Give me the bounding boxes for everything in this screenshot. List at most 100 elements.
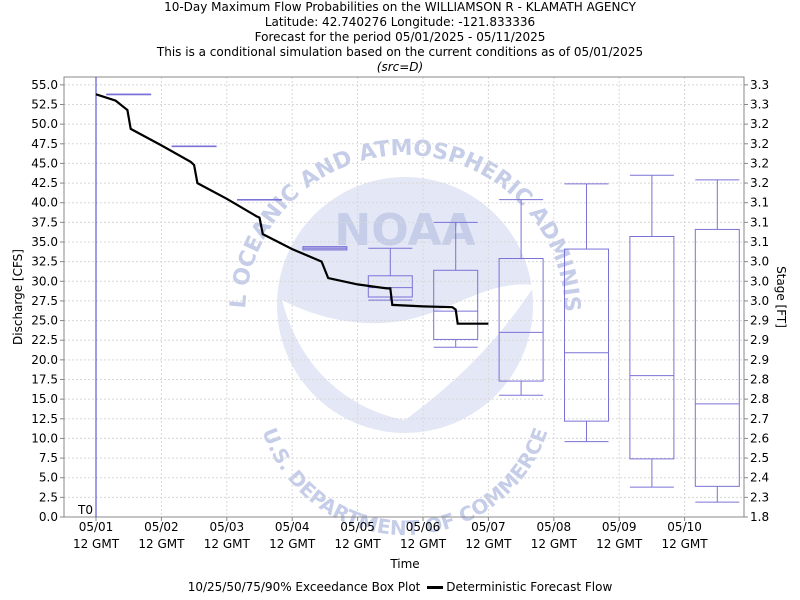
x-tick-time: 12 GMT [531, 537, 578, 551]
y-tick-label: 2.5 [39, 490, 58, 504]
y-tick-label: 37.5 [31, 215, 58, 229]
x-tick-date: 05/04 [275, 520, 310, 534]
x-tick-date: 05/01 [79, 520, 114, 534]
y-tick-label: 55.0 [31, 78, 58, 92]
deterministic-forecast-line [95, 93, 489, 325]
box-plot-day-2 [237, 199, 282, 201]
legend-line-label: Deterministic Forecast Flow [446, 580, 613, 594]
y-tick-label: 45.0 [31, 156, 58, 170]
x-tick-time: 12 GMT [73, 537, 120, 551]
y-tick-label: 40.0 [31, 196, 58, 210]
x-tick-time: 12 GMT [204, 537, 251, 551]
y-tick-label: 5.0 [39, 471, 58, 485]
y-tick-label: 10.0 [31, 431, 58, 445]
y-tick-label: 30.0 [31, 274, 58, 288]
x-tick-date: 05/09 [602, 520, 637, 534]
y2-tick-label: 2.3 [750, 490, 769, 504]
x-tick-time: 12 GMT [335, 537, 382, 551]
y2-tick-label: 3.3 [750, 78, 769, 92]
y-tick-label: 32.5 [31, 255, 58, 269]
y-tick-label: 47.5 [31, 137, 58, 151]
x-tick-time: 12 GMT [662, 537, 709, 551]
location-coordinates: Latitude: 42.740276 Longitude: -121.8333… [264, 15, 536, 29]
box-plot-day-5 [433, 221, 479, 348]
legend-line-swatch [427, 586, 444, 589]
y-tick-label: 35.0 [31, 235, 58, 249]
legend-box-label: 10/25/50/75/90% Exceedance Box Plot [187, 580, 421, 594]
x-tick-date: 05/03 [210, 520, 245, 534]
box-plots [106, 93, 740, 503]
plot-area [63, 76, 745, 518]
y2-tick-label: 3.2 [750, 117, 769, 131]
y-tick-label: 0.0 [39, 510, 58, 524]
x-tick-time: 12 GMT [596, 537, 643, 551]
x-tick-time: 12 GMT [138, 537, 185, 551]
y-tick-label: 12.5 [31, 412, 58, 426]
box-iqr [498, 258, 544, 382]
box-plot-day-3 [302, 246, 348, 251]
x-tick-date: 05/10 [667, 520, 702, 534]
simulation-note: This is a conditional simulation based o… [156, 45, 644, 59]
source-label: (src=D) [376, 60, 424, 74]
t0-label: T0 [77, 503, 93, 517]
noaa-seagull-icon [282, 284, 535, 420]
y2-tick-label: 2.9 [750, 353, 769, 367]
x-tick-date: 05/06 [406, 520, 441, 534]
y-tick-label: 27.5 [31, 294, 58, 308]
grid-lines [64, 77, 744, 518]
box-plot-day-1 [171, 145, 217, 148]
x-axis: 05/01 12 GMT 05/02 12 GMT 05/03 12 GMT 05/04 12… [73, 517, 708, 551]
x-tick-time: 12 GMT [400, 537, 447, 551]
box-plot-day-7 [564, 183, 609, 443]
y-tick-label: 15.0 [31, 392, 58, 406]
y-tick-label: 50.0 [31, 117, 58, 131]
y-tick-label: 52.5 [31, 98, 58, 112]
y2-tick-label: 2.4 [750, 471, 769, 485]
box-iqr [629, 236, 675, 460]
y2-tick-label: 2.7 [750, 412, 769, 426]
y2-tick-label: 3.0 [750, 255, 769, 269]
x-tick-date: 05/02 [144, 520, 179, 534]
y2-tick-label: 3.1 [750, 215, 769, 229]
x-tick-date: 05/08 [537, 520, 572, 534]
y2-tick-label: 3.2 [750, 137, 769, 151]
chart-header: 10-Day Maximum Flow Probabilities on the… [0, 0, 800, 75]
y-tick-label: 7.5 [39, 451, 58, 465]
y2-tick-label: 3.3 [750, 98, 769, 112]
y2-tick-label: 2.8 [750, 392, 769, 406]
forecast-period: Forecast for the period 05/01/2025 - 05/… [254, 30, 546, 44]
y2-tick-label: 2.8 [750, 373, 769, 387]
box-plot-day-0 [106, 93, 152, 96]
y2-tick-label: 3.0 [750, 274, 769, 288]
y-tick-label: 17.5 [31, 373, 58, 387]
x-tick-date: 05/07 [471, 520, 506, 534]
y-axis-right: 1.8 2.3 2.4 2.5 2.6 2.7 2.8 2.8 2.9 2.9 2.9 3.0 3.0 3… [744, 78, 769, 524]
y2-tick-label: 2.6 [750, 431, 769, 445]
box-iqr [564, 248, 609, 422]
y-tick-label: 22.5 [31, 333, 58, 347]
y2-tick-label: 3.2 [750, 156, 769, 170]
y-tick-label: 20.0 [31, 353, 58, 367]
x-tick-date: 05/05 [340, 520, 375, 534]
y2-tick-label: 2.5 [750, 451, 769, 465]
box-iqr [694, 228, 740, 487]
x-axis-label: Time [389, 557, 419, 571]
x-tick-time: 12 GMT [269, 537, 316, 551]
legend: 10/25/50/75/90% Exceedance Box Plot Dete… [0, 580, 800, 594]
box-plot-day-9 [694, 179, 740, 503]
y2-tick-label: 3.1 [750, 196, 769, 210]
x-tick-time: 12 GMT [465, 537, 512, 551]
y2-tick-label: 2.9 [750, 314, 769, 328]
y-axis-label: Discharge [CFS] [11, 249, 25, 345]
y2-axis-label: Stage [FT] [774, 266, 788, 328]
y2-tick-label: 1.8 [750, 510, 769, 524]
box-plot-day-8 [629, 174, 675, 488]
y2-tick-label: 3.1 [750, 235, 769, 249]
y2-tick-label: 2.9 [750, 333, 769, 347]
y2-tick-label: 3.0 [750, 294, 769, 308]
y2-tick-label: 3.2 [750, 176, 769, 190]
box-plot-day-6 [498, 199, 544, 396]
y-axis-left: 0.0 2.5 5.0 7.5 10.0 12.5 15.0 17.5 20.0 22.5 25.0… [31, 78, 64, 524]
chart-title: 10-Day Maximum Flow Probabilities on the… [164, 0, 636, 14]
